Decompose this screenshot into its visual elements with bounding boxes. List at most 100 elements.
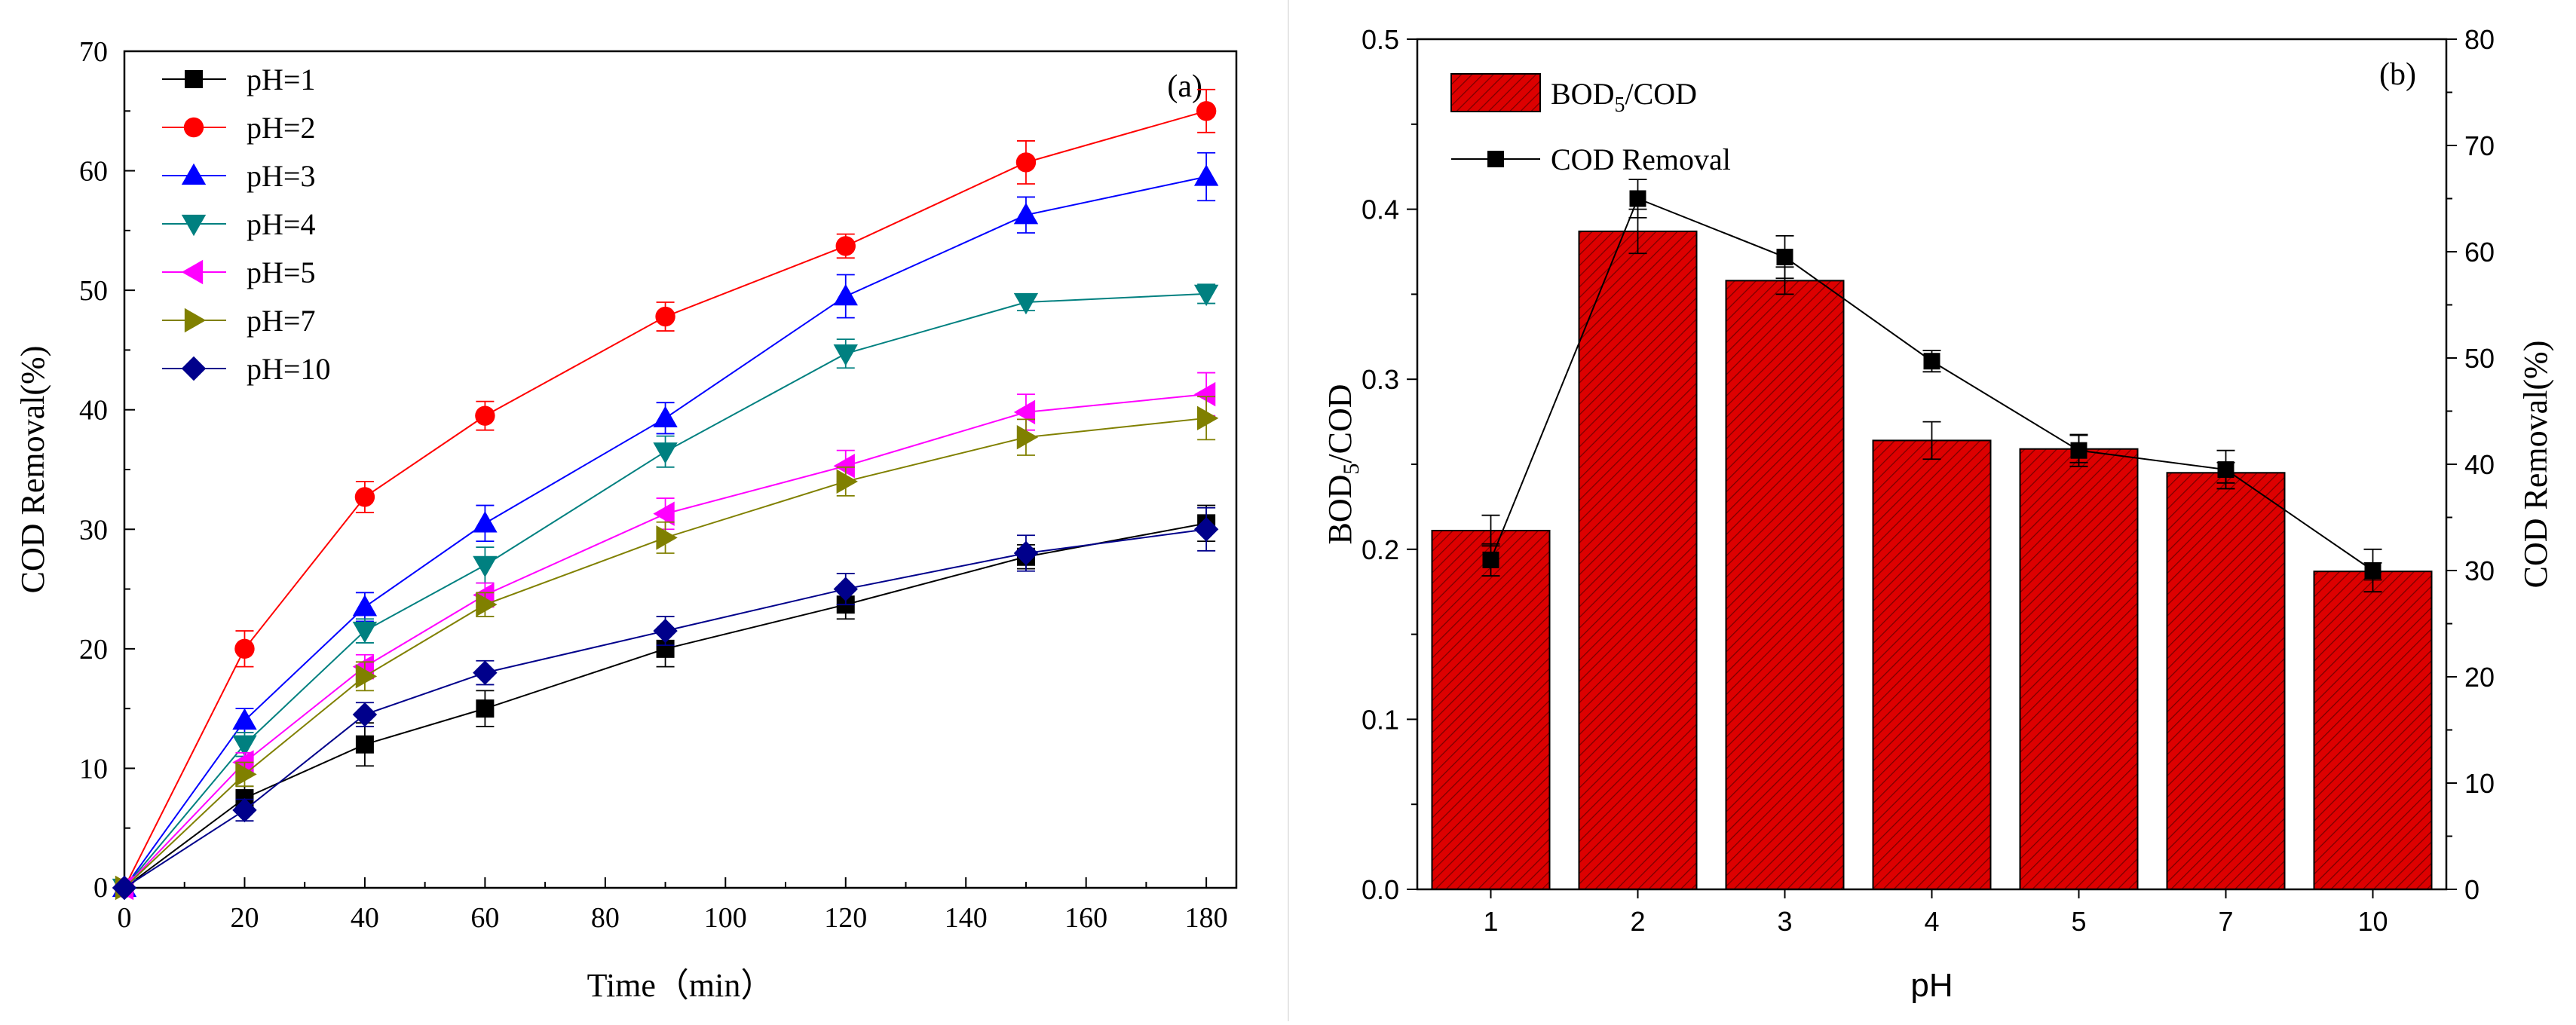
legend-marker bbox=[1487, 151, 1504, 167]
y-tick-label: 60 bbox=[79, 156, 108, 188]
data-point bbox=[1015, 152, 1037, 173]
x-tick-label: 2 bbox=[1630, 906, 1645, 937]
y-tick-label: 0.0 bbox=[1362, 874, 1399, 905]
data-point bbox=[1013, 292, 1039, 315]
data-point bbox=[1193, 164, 1219, 186]
data-point bbox=[355, 735, 374, 754]
y-axis-title-part: BOD bbox=[1322, 475, 1358, 545]
bar-5 bbox=[2019, 448, 2139, 890]
data-point bbox=[232, 797, 257, 823]
x-tick-label: 20 bbox=[230, 902, 259, 934]
data-point bbox=[2070, 442, 2087, 459]
x-tick-label: 10 bbox=[2357, 906, 2388, 937]
x-tick-label: 4 bbox=[1924, 906, 1939, 937]
series-line bbox=[124, 110, 1207, 889]
data-point bbox=[653, 405, 678, 427]
legend-marker bbox=[181, 259, 204, 285]
legend-label-cod: COD Removal bbox=[1551, 142, 1731, 176]
y-tick-label: 0.3 bbox=[1362, 364, 1399, 395]
data-point bbox=[653, 501, 675, 526]
series-pH-1 bbox=[115, 504, 1216, 897]
data-point bbox=[655, 306, 675, 327]
panel-label: (b) bbox=[2379, 57, 2416, 92]
x-tick-label: 3 bbox=[1777, 906, 1792, 937]
data-point bbox=[473, 511, 498, 533]
legend-label: pH=1 bbox=[247, 63, 315, 96]
bar-7 bbox=[2166, 472, 2286, 890]
data-point bbox=[112, 875, 137, 901]
data-point bbox=[473, 555, 498, 578]
panel-a: 0 20 40 60 80 100 120 140 160 180 0 10 20 30 40 50 60 70 T… bbox=[14, 36, 1238, 1004]
data-point bbox=[235, 762, 257, 787]
data-point bbox=[1013, 399, 1036, 425]
legend-label: pH=3 bbox=[247, 159, 315, 193]
data-point bbox=[653, 442, 678, 464]
y-tick-label-origin: 0 bbox=[93, 872, 108, 904]
panel-label: (a) bbox=[1167, 69, 1202, 104]
y-right-tick-label: 60 bbox=[2464, 237, 2495, 268]
y-right-tick-label: 10 bbox=[2464, 768, 2495, 799]
data-point bbox=[656, 525, 678, 550]
x-axis-title: pH bbox=[1910, 967, 1953, 1004]
x-tick-label: 180 bbox=[1185, 902, 1228, 934]
data-point bbox=[232, 708, 257, 730]
data-point bbox=[653, 618, 678, 644]
legend-label: pH=10 bbox=[247, 352, 330, 386]
x-tick-label: 160 bbox=[1064, 902, 1107, 934]
data-point bbox=[835, 236, 856, 256]
y-tick-label: 50 bbox=[79, 275, 108, 307]
data-point bbox=[1196, 405, 1219, 431]
data-point bbox=[476, 592, 498, 617]
y-axis-title-part: /COD bbox=[1322, 384, 1358, 463]
data-point bbox=[836, 469, 858, 494]
x-tick-label: 120 bbox=[824, 902, 867, 934]
data-point bbox=[473, 660, 498, 685]
y-right-tick-label: 20 bbox=[2464, 662, 2495, 693]
data-point bbox=[2364, 562, 2381, 579]
series-line bbox=[124, 528, 1207, 889]
y-right-tick-label: 0 bbox=[2464, 874, 2480, 905]
y-tick-label: 0.1 bbox=[1362, 704, 1399, 735]
series-line bbox=[124, 292, 1207, 889]
data-point bbox=[234, 638, 255, 659]
legend-marker bbox=[181, 214, 207, 237]
y-tick-label: 0.2 bbox=[1362, 534, 1399, 565]
series-pH-10 bbox=[112, 506, 1219, 901]
y-right-tick-label: 30 bbox=[2464, 555, 2495, 586]
bar-1 bbox=[1431, 529, 1551, 890]
x-tick-label: 5 bbox=[2071, 906, 2086, 937]
x-tick-label: 100 bbox=[704, 902, 747, 934]
data-point bbox=[352, 702, 378, 727]
x-tick-label: 1 bbox=[1483, 906, 1498, 937]
legend-label-bod: BOD5/COD bbox=[1551, 77, 1697, 117]
data-point bbox=[475, 405, 495, 426]
y-tick-label: 30 bbox=[79, 514, 108, 546]
y-tick-label: 0.5 bbox=[1362, 24, 1399, 55]
legend-marker bbox=[185, 70, 203, 88]
data-point bbox=[352, 621, 378, 644]
y-axis-title: BOD5/COD bbox=[1322, 384, 1364, 544]
data-point bbox=[355, 664, 378, 689]
y-right-tick-label: 50 bbox=[2464, 343, 2495, 374]
data-point bbox=[1193, 517, 1219, 542]
series-line bbox=[124, 393, 1207, 889]
data-point bbox=[1923, 353, 1940, 370]
y-tick-label: 20 bbox=[79, 634, 108, 665]
data-point bbox=[833, 454, 855, 479]
series-cod-removal bbox=[1481, 179, 2382, 593]
x-tick-label: 80 bbox=[591, 902, 620, 934]
series-line bbox=[124, 522, 1207, 889]
legend-text: /COD bbox=[1625, 77, 1697, 111]
data-point bbox=[232, 735, 257, 757]
x-tick-label: 60 bbox=[470, 902, 499, 934]
y-tick-label: 40 bbox=[79, 395, 108, 427]
y-tick-label: 0.4 bbox=[1362, 194, 1399, 225]
x-tick-label: 0 bbox=[118, 902, 132, 934]
panel-divider bbox=[1288, 0, 1289, 1021]
series-line bbox=[124, 417, 1207, 889]
legend-marker bbox=[181, 356, 207, 381]
legend-sub: 5 bbox=[1614, 93, 1625, 117]
data-point bbox=[1482, 551, 1499, 568]
